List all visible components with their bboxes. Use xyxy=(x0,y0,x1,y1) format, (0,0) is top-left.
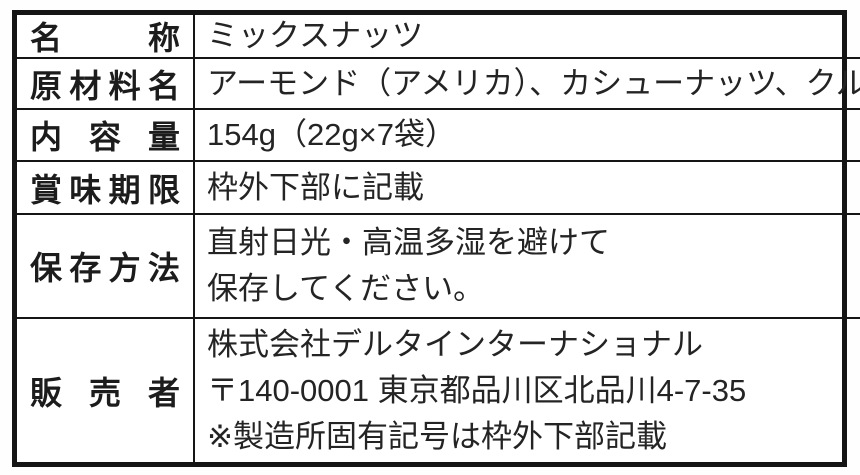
field-label-text: 賞味期限 xyxy=(30,171,180,208)
field-value-name: ミックスナッツ xyxy=(195,15,860,57)
field-value-ingredients: アーモンド（アメリカ）、カシューナッツ、クルミ xyxy=(195,59,860,108)
field-label-storage: 保存方法 xyxy=(17,215,195,317)
row-product-name: 名称 ミックスナッツ xyxy=(17,15,860,57)
field-value-text: ※製造所固有記号は枠外下部記載 xyxy=(207,418,667,454)
field-value-text: 〒140-0001 東京都品川区北品川4-7-35 xyxy=(207,372,747,408)
field-label-text: 原材料名 xyxy=(30,67,180,104)
field-value-storage: 直射日光・高温多湿を避けて 保存してください。 xyxy=(195,215,860,317)
field-label-text: 販売者 xyxy=(30,374,180,411)
row-net-content: 内容量 154g（22g×7袋） xyxy=(17,108,860,160)
field-value-text: 枠外下部に記載 xyxy=(207,169,424,205)
field-label-seller: 販売者 xyxy=(17,319,195,462)
field-label-name: 名称 xyxy=(17,15,195,57)
field-value-text: 154g（22g×7袋） xyxy=(207,117,457,152)
field-value-text: アーモンド（アメリカ）、カシューナッツ、クルミ xyxy=(207,65,860,101)
row-ingredients: 原材料名 アーモンド（アメリカ）、カシューナッツ、クルミ xyxy=(17,57,860,108)
product-info-table: 名称 ミックスナッツ 原材料名 アーモンド（アメリカ）、カシューナッツ、クルミ … xyxy=(12,10,860,467)
field-label-net-content: 内容量 xyxy=(17,110,195,160)
field-value-text: 株式会社デルタインターナショナル xyxy=(207,326,703,362)
field-label-best-before: 賞味期限 xyxy=(17,162,195,213)
field-value-seller: 株式会社デルタインターナショナル 〒140-0001 東京都品川区北品川4-7-… xyxy=(195,319,860,462)
row-storage-method: 保存方法 直射日光・高温多湿を避けて 保存してください。 xyxy=(17,213,860,317)
row-best-before: 賞味期限 枠外下部に記載 xyxy=(17,160,860,213)
field-label-ingredients: 原材料名 xyxy=(17,59,195,108)
field-label-text: 保存方法 xyxy=(30,250,180,286)
row-seller: 販売者 株式会社デルタインターナショナル 〒140-0001 東京都品川区北品川… xyxy=(17,317,860,462)
field-value-net-content: 154g（22g×7袋） xyxy=(195,110,860,160)
field-value-text: 保存してください。 xyxy=(207,271,485,306)
field-value-text: ミックスナッツ xyxy=(207,18,424,53)
field-value-best-before: 枠外下部に記載 xyxy=(195,162,860,213)
field-label-text: 内容量 xyxy=(30,119,180,155)
field-label-text: 名称 xyxy=(30,20,180,56)
field-value-text: 直射日光・高温多湿を避けて xyxy=(207,225,610,260)
